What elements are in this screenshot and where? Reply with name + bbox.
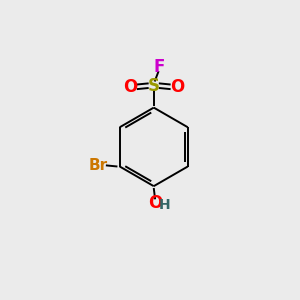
Text: S: S [148, 77, 160, 95]
Text: O: O [170, 78, 184, 96]
Text: Br: Br [88, 158, 107, 173]
Text: O: O [148, 194, 163, 212]
Text: H: H [159, 198, 171, 212]
Text: F: F [154, 58, 165, 76]
Text: O: O [124, 78, 138, 96]
